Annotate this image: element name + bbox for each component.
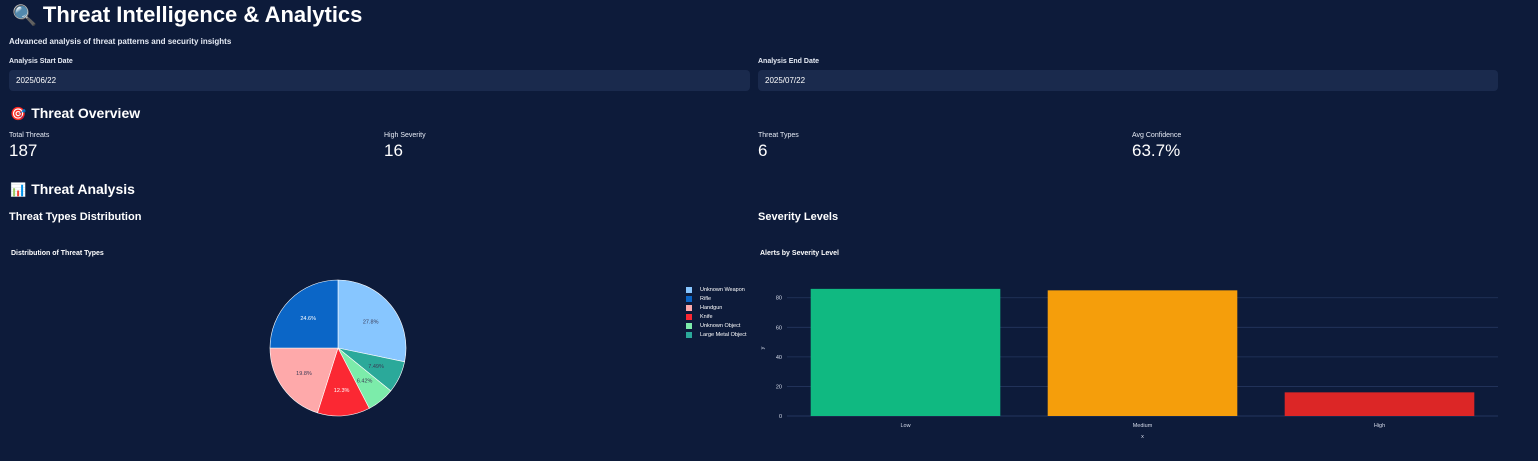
metric-value: 63.7%	[1132, 141, 1181, 160]
y-tick-label: 80	[776, 296, 782, 302]
bar-chart-icon: 📊	[10, 182, 27, 197]
y-tick-label: 0	[779, 414, 782, 420]
pie-slice-unknown-weapon[interactable]	[337, 279, 407, 363]
bar-low[interactable]	[810, 288, 1001, 416]
pie-slice-handgun[interactable]	[269, 347, 339, 414]
y-tick-label: 20	[776, 384, 782, 390]
legend-label: Knife	[700, 313, 713, 320]
legend-swatch	[686, 304, 692, 311]
legend-item-unknown-weapon[interactable]: Unknown Weapon	[686, 285, 746, 294]
threat-types-heading: Threat Types Distribution	[9, 211, 142, 223]
metric-value: 187	[9, 141, 38, 160]
pie-data-label: 6.42%	[357, 379, 373, 385]
bar-chart: 0 20 40 60 80 Low Medium High x y	[760, 288, 1498, 440]
pie-chart: 27.8% 7.49% 6.42% 12.3% 19.8% 24.6%	[269, 279, 407, 417]
legend-item-large-metal-object[interactable]: Large Metal Object	[686, 330, 746, 339]
legend-swatch	[686, 295, 692, 302]
x-tick-label: High	[1374, 423, 1385, 429]
end-date-label: Analysis End Date	[758, 58, 820, 65]
legend-swatch	[686, 313, 692, 320]
start-date-input[interactable]: 2025/06/22	[9, 70, 750, 91]
overview-heading: 🎯 Threat Overview	[10, 105, 140, 122]
metric-threat-types: Threat Types 6	[758, 132, 799, 161]
legend-label: Large Metal Object	[700, 331, 747, 338]
y-tick-label: 40	[776, 355, 782, 361]
bar-high[interactable]	[1284, 392, 1475, 416]
pie-data-label: 19.8%	[296, 371, 312, 377]
legend-item-handgun[interactable]: Handgun	[686, 303, 746, 312]
target-icon: 🎯	[10, 106, 27, 121]
bar-chart-title: Alerts by Severity Level	[760, 250, 839, 257]
metric-label: Threat Types	[758, 132, 799, 139]
pie-data-label: 27.8%	[363, 319, 379, 325]
y-axis-title: y	[760, 346, 766, 349]
page-title: 🔍 Threat Intelligence & Analytics	[12, 2, 362, 28]
legend-item-knife[interactable]: Knife	[686, 312, 746, 321]
pie-data-label: 12.3%	[334, 388, 350, 394]
start-date-label: Analysis Start Date	[9, 58, 73, 65]
x-tick-label: Low	[900, 423, 910, 429]
legend-item-rifle[interactable]: Rifle	[686, 294, 746, 303]
legend-swatch	[686, 331, 692, 338]
metric-label: Avg Confidence	[1132, 132, 1182, 139]
metric-value: 16	[384, 141, 403, 160]
end-date-input[interactable]: 2025/07/22	[758, 70, 1498, 91]
metric-label: Total Threats	[9, 132, 50, 139]
metric-label: High Severity	[384, 132, 426, 139]
legend-swatch	[686, 322, 692, 329]
legend-label: Rifle	[700, 295, 712, 302]
pie-data-label: 7.49%	[368, 364, 384, 370]
bar-medium[interactable]	[1047, 290, 1238, 416]
pie-slice-rifle[interactable]	[269, 279, 339, 349]
analysis-heading: 📊 Threat Analysis	[10, 181, 135, 198]
legend-label: Handgun	[700, 304, 723, 311]
metric-high-severity: High Severity 16	[384, 132, 426, 161]
severity-levels-heading: Severity Levels	[758, 211, 839, 223]
legend-item-unknown-object[interactable]: Unknown Object	[686, 321, 746, 330]
pie-chart-title: Distribution of Threat Types	[11, 250, 104, 257]
y-tick-label: 60	[776, 325, 782, 331]
legend-swatch	[686, 286, 692, 293]
page-title-text: Threat Intelligence & Analytics	[42, 2, 363, 27]
overview-heading-text: Threat Overview	[31, 105, 141, 121]
legend-label: Unknown Object	[700, 322, 741, 329]
pie-legend: Unknown Weapon Rifle Handgun Knife Unknown O…	[686, 285, 746, 339]
legend-label: Unknown Weapon	[700, 286, 745, 293]
magnifier-icon: 🔍	[12, 5, 37, 27]
metric-value: 6	[758, 141, 768, 160]
x-axis-title: x	[1141, 434, 1144, 440]
analysis-heading-text: Threat Analysis	[31, 181, 135, 197]
metric-avg-confidence: Avg Confidence 63.7%	[1132, 132, 1181, 161]
page-subtitle: Advanced analysis of threat patterns and…	[9, 37, 232, 46]
metric-total-threats: Total Threats 187	[9, 132, 49, 161]
x-tick-label: Medium	[1133, 423, 1153, 429]
pie-data-label: 24.6%	[300, 316, 316, 322]
